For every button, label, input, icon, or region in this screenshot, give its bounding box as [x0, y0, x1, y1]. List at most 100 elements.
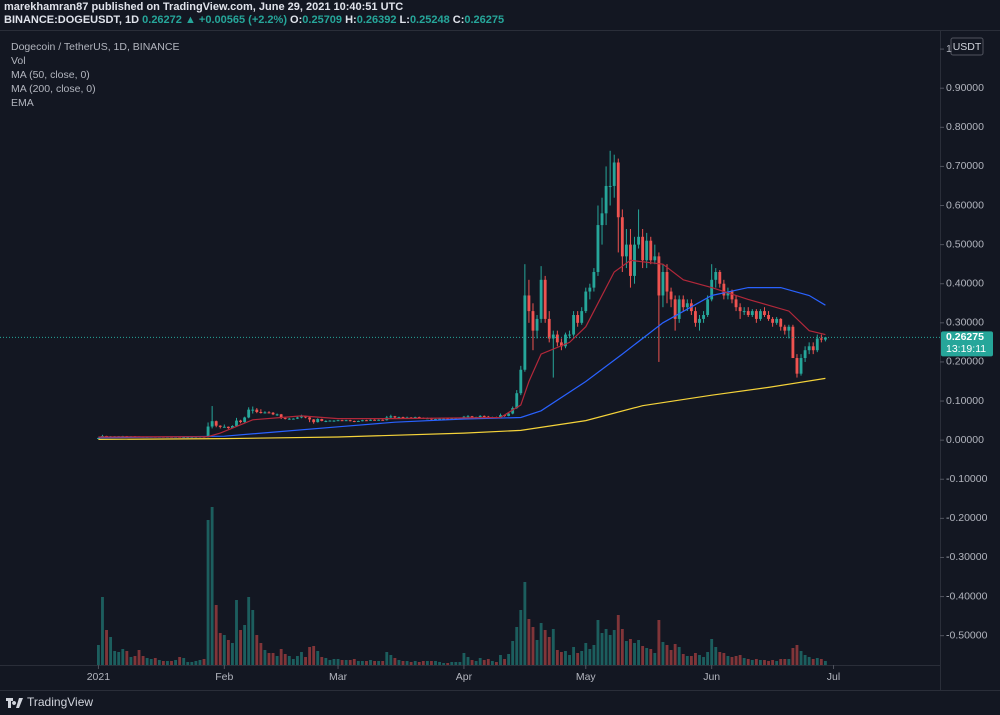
volume-bar [811, 659, 815, 665]
candle-body [738, 307, 742, 312]
candle-body [413, 417, 417, 419]
candle-body [401, 417, 405, 419]
volume-bar [478, 658, 482, 665]
volume-bar [324, 658, 328, 665]
volume-bar [783, 659, 787, 665]
volume-bar [779, 659, 783, 665]
candle-body [332, 420, 336, 422]
candle-body [263, 412, 267, 414]
y-tick-label: -0.20000 [946, 512, 988, 524]
candle-body [771, 318, 775, 323]
volume-bar [231, 643, 234, 665]
candle-body [247, 409, 251, 418]
volume-bar [304, 657, 307, 665]
candle-body [616, 162, 620, 218]
volume-bar [572, 647, 576, 665]
candle-body [620, 217, 624, 257]
ohlc-label: C: [452, 14, 465, 26]
volume-bar [547, 637, 551, 665]
volume-bar [641, 646, 645, 665]
candle-body [576, 315, 580, 323]
legend-entry: Vol [11, 55, 26, 67]
volume-bar [239, 630, 242, 665]
volume-bar [499, 655, 502, 665]
candle-body [527, 295, 531, 312]
x-tick-label: Mar [329, 671, 348, 683]
volume-bar [377, 661, 381, 665]
volume-bar [190, 662, 194, 665]
volume-bar [596, 620, 600, 665]
volume-bar [271, 653, 275, 665]
candle-body [499, 415, 502, 418]
volume-bar [584, 643, 588, 665]
volume-bar [348, 660, 352, 665]
volume-bar [661, 642, 665, 665]
volume-bar [616, 615, 620, 665]
y-tick-label: -0.40000 [946, 590, 988, 602]
volume-bar [758, 660, 762, 665]
candle-body [450, 418, 454, 420]
volume-bar [515, 627, 519, 665]
volume-bar [425, 661, 429, 665]
candle-body [799, 358, 803, 374]
volume-bar [369, 660, 372, 665]
volume-bar [645, 648, 649, 665]
volume-bar [259, 643, 263, 665]
candle-body [182, 436, 186, 438]
volume-bar [344, 660, 348, 665]
currency-box[interactable] [950, 37, 984, 56]
candle-body [714, 271, 718, 280]
candle-body [730, 291, 734, 300]
candle-body [271, 412, 275, 415]
volume-bar [503, 659, 506, 665]
volume-bar [702, 657, 705, 665]
volume-bar [401, 661, 405, 665]
volume-bar [511, 641, 515, 665]
volume-bar [235, 600, 238, 665]
volume-bar [734, 656, 738, 665]
candle-body [275, 414, 279, 416]
volume-bar [434, 661, 437, 665]
volume-bar [763, 660, 766, 665]
volume-bar [287, 656, 291, 665]
candle-body [572, 315, 576, 335]
volume-bar [438, 662, 441, 665]
candle-body [381, 419, 385, 421]
chart-title: Dogecoin / TetherUS, 1D, BINANCE [11, 41, 179, 53]
volume-bar [677, 647, 681, 665]
candle-body [291, 418, 295, 420]
volume-bar [121, 649, 125, 665]
volume-bar [694, 653, 697, 665]
volume-bar [255, 635, 259, 665]
volume-bar [279, 649, 283, 665]
volume-bar [332, 659, 336, 665]
currency[interactable]: USDT [953, 41, 982, 53]
volume-bar [356, 661, 360, 665]
volume-bar [137, 650, 141, 665]
volume-bar [458, 662, 462, 665]
candle-body [226, 426, 230, 429]
volume-bar [214, 605, 218, 665]
volume-bar [495, 662, 498, 665]
candle-body [535, 318, 539, 331]
y-tick-label: 0.80000 [946, 121, 984, 133]
candle-body [466, 416, 470, 418]
candle-body [819, 338, 823, 340]
volume-bar [710, 639, 714, 665]
legend-entry: MA (50, close, 0) [11, 69, 90, 81]
candle-body [779, 318, 783, 327]
candle-body [637, 236, 641, 245]
candle-body [214, 421, 218, 426]
volume-bar [352, 659, 356, 665]
volume-bar [653, 653, 657, 665]
candle-body [584, 291, 588, 312]
volume-bar [657, 620, 661, 665]
candle-body [235, 420, 238, 426]
candle-body [555, 334, 559, 343]
candle-body [758, 311, 762, 319]
volume-bar [105, 630, 108, 665]
candle-body [702, 315, 705, 319]
y-tick-label: 0.30000 [946, 317, 984, 329]
candle-body [300, 415, 303, 418]
volume-bar [101, 597, 104, 665]
